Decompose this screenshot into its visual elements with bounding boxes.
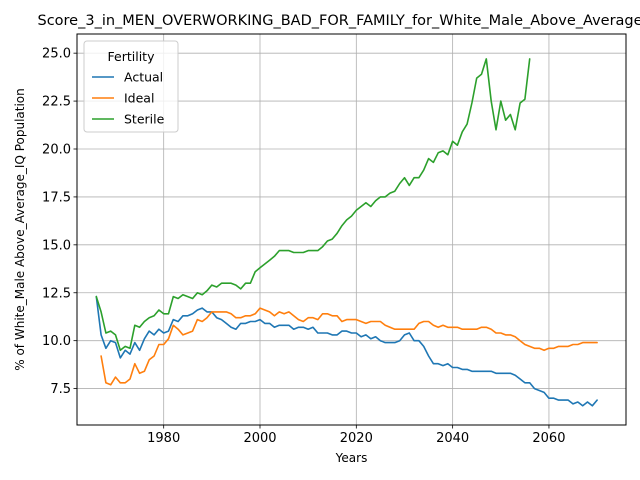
x-tick-label: 2060 [532, 431, 565, 446]
legend-label-sterile: Sterile [124, 112, 165, 127]
legend-items: Actual Ideal Sterile [92, 70, 165, 127]
x-tick-label: 2040 [436, 431, 469, 446]
legend-box [83, 40, 179, 133]
y-tick-label: 15.0 [42, 238, 71, 253]
x-tick-label: 2020 [340, 431, 373, 446]
series-line-actual [95, 295, 598, 407]
plot-frame [76, 33, 627, 426]
series-line-sterile [95, 58, 531, 352]
chart-title: Score_3_in_MEN_OVERWORKING_BAD_FOR_FAMIL… [37, 13, 640, 29]
y-tick-label: 12.5 [42, 286, 71, 301]
y-axis-ticks: 7.5 10.0 12.5 15.0 17.5 20.0 22.5 25.0 [42, 47, 77, 397]
series-line-ideal [100, 307, 598, 386]
y-tick-label: 17.5 [42, 190, 71, 205]
y-tick-label: 7.5 [50, 382, 71, 397]
legend-label-actual: Actual [124, 70, 163, 85]
legend-label-ideal: Ideal [124, 91, 154, 106]
y-tick-label: 20.0 [42, 143, 71, 158]
x-tick-label: 1980 [147, 431, 180, 446]
x-tick-label: 2000 [243, 431, 276, 446]
y-tick-label: 22.5 [42, 95, 71, 110]
legend-title: Fertility [108, 49, 156, 64]
grid-lines [77, 34, 626, 425]
y-tick-label: 25.0 [42, 47, 71, 62]
legend: Fertility Actual Ideal Sterile [83, 40, 179, 133]
y-axis-label: % of White_Male Above_Average_IQ Populat… [13, 88, 27, 371]
x-axis-ticks: 1980 2000 2020 2040 2060 [147, 425, 565, 446]
y-tick-label: 10.0 [42, 334, 71, 349]
series-layer [95, 58, 598, 407]
x-axis-label: Years [335, 451, 368, 465]
